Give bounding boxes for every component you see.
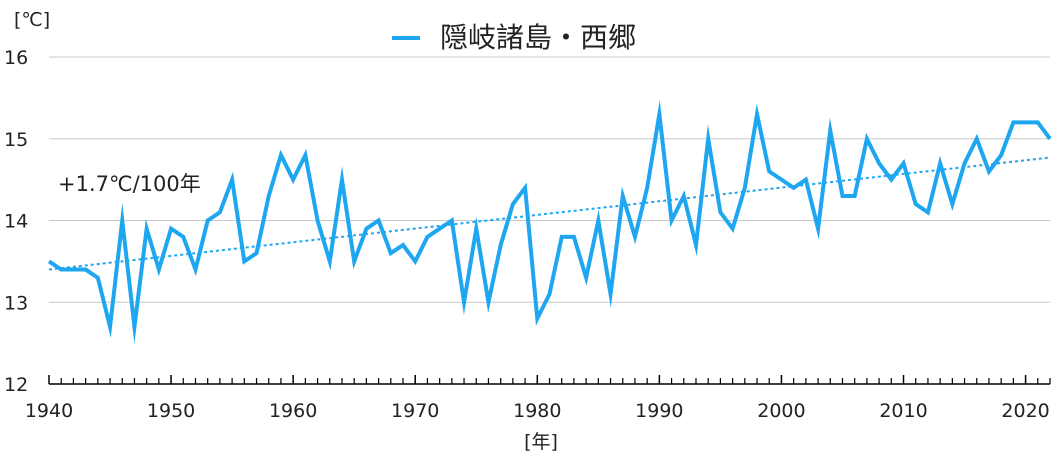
x-tick-label: 2020	[1001, 400, 1049, 422]
y-tick-label: 14	[4, 211, 28, 233]
x-tick-labels: 1940 1950 1960 1970 1980 1990 2000 2010 2020	[25, 400, 1050, 422]
series-line	[47, 99, 1052, 344]
y-tick-label: 13	[4, 292, 28, 314]
x-tick-label: 1970	[391, 400, 439, 422]
x-axis-label: [年]	[524, 431, 558, 453]
legend-label: 隠岐諸島・西郷	[440, 21, 636, 54]
y-tick-label: 12	[4, 374, 28, 396]
y-axis: 12 13 14 15 16	[4, 47, 28, 396]
x-tick-label: 1950	[147, 400, 195, 422]
x-tick-label: 1990	[635, 400, 683, 422]
series-lines	[47, 99, 1052, 344]
x-tick-label: 1960	[269, 400, 317, 422]
x-axis	[48, 375, 1051, 385]
x-tick-label: 1980	[513, 400, 561, 422]
y-tick-label: 15	[4, 129, 28, 151]
y-tick-label: 16	[4, 47, 28, 69]
y-axis-label: [℃]	[14, 9, 50, 31]
x-tick-label: 1940	[25, 400, 73, 422]
gridlines	[49, 56, 1050, 303]
trend-annotation: +1.7℃/100年	[58, 172, 201, 196]
x-tick-label: 2000	[757, 400, 805, 422]
legend: 隠岐諸島・西郷	[392, 21, 636, 54]
x-tick-label: 2010	[879, 400, 927, 422]
